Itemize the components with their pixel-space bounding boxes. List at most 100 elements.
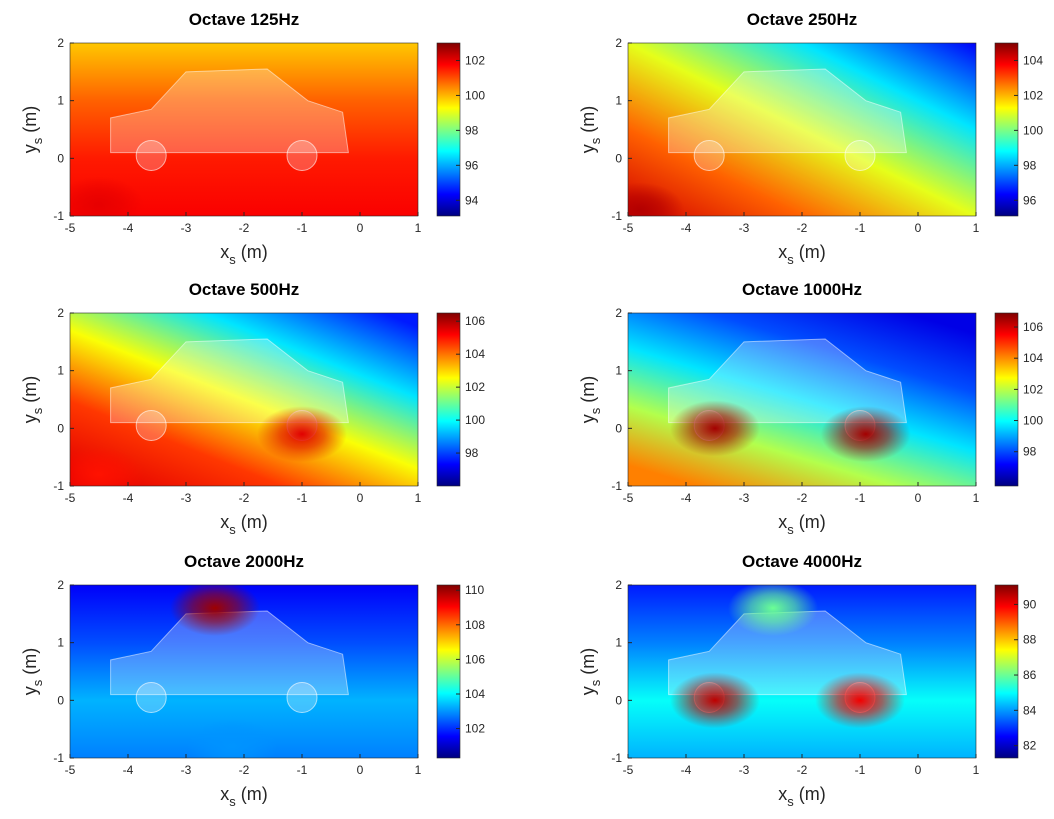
y-tick-label: 2 bbox=[57, 36, 64, 50]
y-tick-label: 2 bbox=[615, 578, 622, 592]
y-label-base: y bbox=[578, 686, 598, 695]
hotspot bbox=[170, 585, 260, 637]
plot-area bbox=[70, 43, 418, 216]
colorbar bbox=[994, 312, 1019, 487]
car-outline bbox=[110, 338, 349, 424]
x-tick-label: -2 bbox=[797, 763, 808, 777]
x-tick-label: 1 bbox=[415, 491, 422, 505]
x-tick-label: 1 bbox=[415, 221, 422, 235]
plot-area bbox=[70, 585, 418, 758]
y-tick-label: 0 bbox=[615, 151, 622, 165]
x-label-base: x bbox=[220, 512, 229, 532]
y-tick-label: -1 bbox=[53, 209, 64, 223]
x-label-sub: s bbox=[787, 522, 794, 537]
car-wheel bbox=[844, 139, 876, 171]
y-tick-label: 2 bbox=[615, 36, 622, 50]
colorbar-tick-label: 88 bbox=[1023, 633, 1037, 647]
panel-title: Octave 2000Hz bbox=[184, 552, 304, 571]
y-label-sub: s bbox=[588, 137, 603, 144]
x-tick-label: -3 bbox=[181, 763, 192, 777]
plot-area bbox=[70, 313, 418, 486]
colorbar-tick-label: 108 bbox=[465, 618, 485, 632]
x-tick-label: -3 bbox=[181, 221, 192, 235]
y-tick-label: 1 bbox=[615, 636, 622, 650]
colorbar-tick-label: 104 bbox=[465, 687, 485, 701]
y-tick-label: -1 bbox=[53, 479, 64, 493]
x-axis-label: xs (m) bbox=[778, 784, 825, 809]
y-label-sub: s bbox=[588, 679, 603, 686]
y-tick-label: -1 bbox=[611, 479, 622, 493]
x-tick-label: -3 bbox=[739, 763, 750, 777]
y-tick-label: 1 bbox=[615, 94, 622, 108]
hotspot bbox=[728, 585, 818, 637]
colorbar-tick-label: 100 bbox=[465, 88, 485, 102]
x-tick-label: 1 bbox=[973, 491, 980, 505]
y-tick-label: 0 bbox=[615, 421, 622, 435]
x-label-unit: (m) bbox=[241, 512, 268, 532]
panel-title: Octave 250Hz bbox=[747, 10, 858, 29]
colorbar bbox=[436, 42, 461, 217]
car-outline bbox=[110, 610, 349, 696]
x-tick-label: -2 bbox=[239, 221, 250, 235]
colorbar-tick-label: 98 bbox=[465, 446, 479, 460]
x-label-base: x bbox=[220, 242, 229, 262]
car-wheel bbox=[135, 681, 167, 713]
colorbar-tick-label: 100 bbox=[1023, 123, 1043, 137]
x-label-base: x bbox=[220, 784, 229, 804]
x-tick-label: 0 bbox=[915, 491, 922, 505]
x-tick-label: -5 bbox=[65, 221, 76, 235]
y-label-sub: s bbox=[588, 407, 603, 414]
x-tick-label: -2 bbox=[797, 221, 808, 235]
colorbar-tick-label: 102 bbox=[465, 380, 485, 394]
hotspot bbox=[670, 672, 760, 729]
hotspot bbox=[820, 406, 911, 463]
y-label-base: y bbox=[20, 686, 40, 695]
x-axis-label: xs (m) bbox=[778, 242, 825, 267]
x-tick-label: -1 bbox=[297, 763, 308, 777]
colorbar-tick-label: 86 bbox=[1023, 668, 1037, 682]
colorbar-tick-label: 110 bbox=[465, 583, 484, 597]
colorbar-tick-label: 100 bbox=[1023, 414, 1043, 428]
x-tick-label: -1 bbox=[297, 491, 308, 505]
x-label-base: x bbox=[778, 784, 787, 804]
x-tick-label: 0 bbox=[915, 763, 922, 777]
hotspot bbox=[257, 406, 347, 463]
x-tick-label: -1 bbox=[855, 491, 866, 505]
x-tick-label: 0 bbox=[357, 221, 364, 235]
y-label-base: y bbox=[578, 144, 598, 153]
x-tick-label: -5 bbox=[65, 763, 76, 777]
colorbar-tick-label: 104 bbox=[465, 347, 485, 361]
y-label-base: y bbox=[578, 414, 598, 423]
hotspot bbox=[670, 400, 760, 457]
x-label-sub: s bbox=[229, 522, 236, 537]
x-label-unit: (m) bbox=[241, 242, 268, 262]
colorbar-tick-label: 106 bbox=[465, 652, 485, 666]
y-tick-label: 2 bbox=[615, 306, 622, 320]
map-background bbox=[628, 43, 976, 216]
x-label-base: x bbox=[778, 512, 787, 532]
x-tick-label: -4 bbox=[123, 763, 134, 777]
x-tick-label: 1 bbox=[415, 763, 422, 777]
y-tick-label: 2 bbox=[57, 578, 64, 592]
colorbar-tick-label: 98 bbox=[465, 123, 479, 137]
x-tick-label: -5 bbox=[623, 491, 634, 505]
colorbar-tick-label: 106 bbox=[465, 314, 485, 328]
x-tick-label: -3 bbox=[181, 491, 192, 505]
x-tick-label: -1 bbox=[297, 221, 308, 235]
x-label-sub: s bbox=[787, 252, 794, 267]
y-axis-label: ys (m) bbox=[578, 106, 603, 153]
x-tick-label: -3 bbox=[739, 221, 750, 235]
x-tick-label: -4 bbox=[681, 763, 692, 777]
colorbar bbox=[436, 584, 461, 759]
y-label-unit: (m) bbox=[578, 648, 598, 675]
y-tick-label: 1 bbox=[615, 364, 622, 378]
x-tick-label: 0 bbox=[357, 763, 364, 777]
x-label-unit: (m) bbox=[799, 784, 826, 804]
colorbar-tick-label: 96 bbox=[1023, 193, 1037, 207]
x-tick-label: -1 bbox=[855, 763, 866, 777]
y-label-base: y bbox=[20, 144, 40, 153]
y-tick-label: 0 bbox=[615, 693, 622, 707]
y-axis-label: ys (m) bbox=[578, 376, 603, 423]
